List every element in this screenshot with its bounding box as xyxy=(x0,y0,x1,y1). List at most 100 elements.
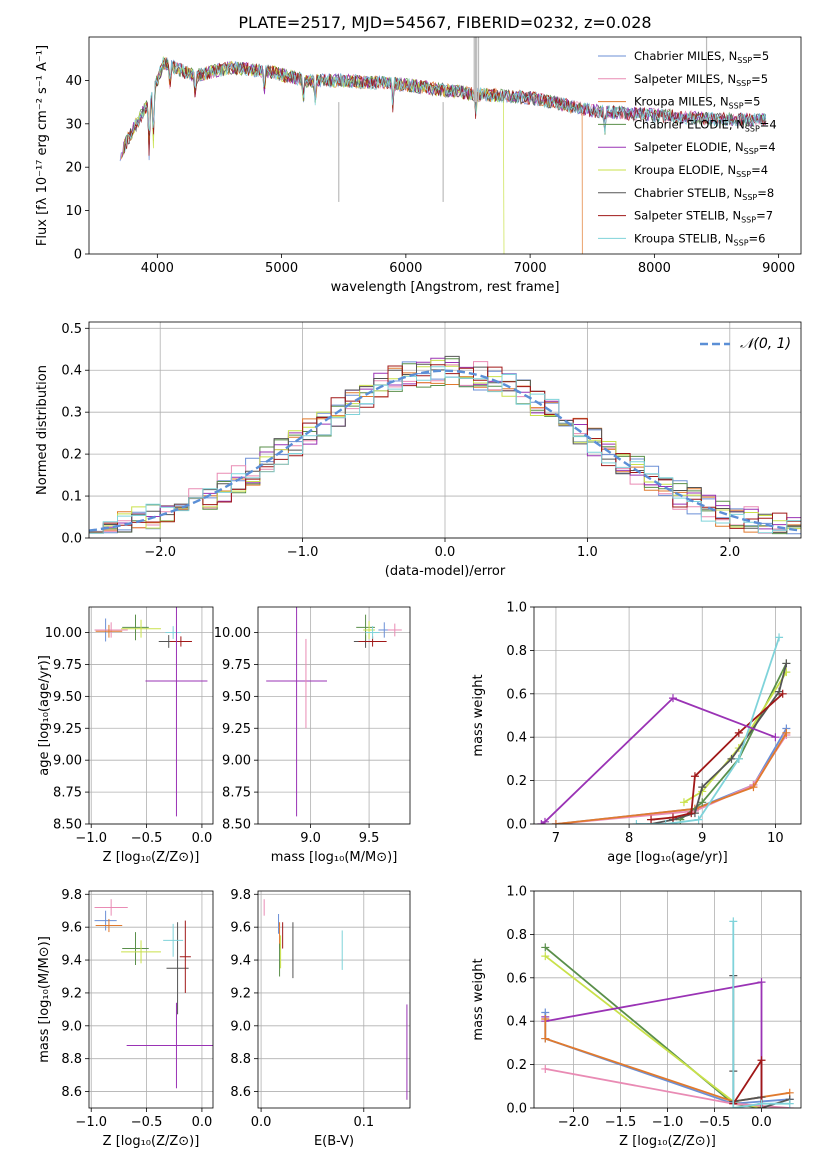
legend-entry-salpeter_miles: Salpeter MILES, NSSP=5 xyxy=(634,72,768,88)
y-tick-label: 9.2 xyxy=(230,986,251,1001)
x-tick-label: 7000 xyxy=(514,261,547,276)
legend-label: Kroupa ELODIE, N xyxy=(634,163,736,177)
panel-mass_vs_ebv: 0.0 0.1 8.6 8.8 9.0 9.2 9.4 9.6 9.8 E(B-V) xyxy=(230,888,411,1149)
legend-entry-kroupa_miles: Kroupa MILES, NSSP=5 xyxy=(634,95,760,111)
weight-marker-kroupa_miles xyxy=(551,820,560,824)
y-tick-label: 9.6 xyxy=(61,921,82,936)
y-tick-label: 1.0 xyxy=(506,885,527,900)
x-tick-label: −1.0 xyxy=(652,1115,684,1130)
panel-residuals: −2.0 −1.0 0.0 1.0 2.0 0.0 0.1 0.2 0.3 0.4 0.5 (data… xyxy=(35,321,802,579)
y-tick-label: 0 xyxy=(74,248,82,263)
weight-marker-salpeter_elodie xyxy=(757,978,766,987)
x-axis-label: Z [log₁₀(Z/Z⊙)] xyxy=(619,1134,716,1149)
y-tick-label: 0.1 xyxy=(61,490,82,505)
weight-marker-chabrier_stelib xyxy=(698,783,707,792)
x-tick-label: 0.0 xyxy=(751,1115,772,1130)
legend-subscript: SSP xyxy=(745,124,760,133)
weight-marker-kroupa_miles xyxy=(541,1034,550,1043)
histogram-chabrier_stelib xyxy=(89,355,801,534)
x-tick-label: 0.1 xyxy=(353,1115,374,1130)
x-tick-label: 9.5 xyxy=(359,831,380,846)
histogram-chabrier_elodie xyxy=(89,358,801,535)
weight-marker-kroupa_stelib xyxy=(775,633,784,642)
weight-marker-salpeter_stelib xyxy=(647,815,656,824)
legend-entry-chabrier_elodie: Chabrier ELODIE, NSSP=4 xyxy=(634,117,777,133)
y-axis-label: age [log₁₀(age/yr)] xyxy=(37,655,52,776)
y-tick-label: 0.3 xyxy=(61,406,82,421)
y-tick-label: 8.50 xyxy=(53,818,82,833)
legend-entry-chabrier_stelib: Chabrier STELIB, NSSP=8 xyxy=(634,186,774,202)
weight-marker-salpeter_stelib xyxy=(757,1056,766,1065)
weight-marker-chabrier_elodie xyxy=(541,943,550,952)
plot-area-residuals xyxy=(89,355,801,535)
x-tick-label: 9.0 xyxy=(300,831,321,846)
legend-subscript: SSP xyxy=(736,170,751,179)
y-tick-label: 8.75 xyxy=(222,786,251,801)
panel-age_vs_mass: 9.0 9.5 8.50 8.75 9.00 9.25 9.50 9.75 10.00 mass … xyxy=(214,606,411,865)
x-axis-label: Z [log₁₀(Z/Z⊙)] xyxy=(103,1134,200,1149)
legend-subscript: SSP xyxy=(736,79,751,88)
plot-area-weight_vs_Z xyxy=(541,917,794,1108)
y-tick-label: 40 xyxy=(65,74,82,89)
y-tick-label: 8.6 xyxy=(61,1085,82,1100)
weight-marker-chabrier_stelib xyxy=(727,754,736,763)
weight-marker-kroupa_miles xyxy=(782,728,791,737)
weight-marker-salpeter_stelib xyxy=(690,772,699,781)
legend-label: Chabrier ELODIE, N xyxy=(634,117,745,131)
y-tick-label: 9.8 xyxy=(61,888,82,903)
y-tick-label: 9.50 xyxy=(53,690,82,705)
plot-area-mass_vs_Z xyxy=(94,899,213,1089)
y-tick-label: 0.8 xyxy=(506,644,527,659)
weight-line-chabrier_miles xyxy=(555,728,788,824)
legend-label: Kroupa STELIB, N xyxy=(634,231,734,245)
legend-subscript: SSP xyxy=(742,193,757,202)
y-tick-label: 9.4 xyxy=(61,954,82,969)
y-tick-label: 10.00 xyxy=(45,626,82,641)
spectrum-line-kroupa_stelib xyxy=(124,56,767,152)
y-tick-label: 1.0 xyxy=(506,601,527,616)
x-tick-label: 10 xyxy=(767,831,784,846)
y-tick-label: 0.6 xyxy=(506,687,527,702)
x-tick-label: 0.0 xyxy=(192,1115,213,1130)
x-tick-label: −0.5 xyxy=(131,831,163,846)
x-tick-label: −2.0 xyxy=(558,1115,590,1130)
axes-frame xyxy=(88,890,214,1109)
plot-area-age_vs_Z xyxy=(94,607,208,817)
legend-label: Salpeter MILES, N xyxy=(634,72,736,86)
x-tick-label: −1.0 xyxy=(75,831,107,846)
plot-area-weight_vs_age xyxy=(537,633,791,824)
y-tick-label: 9.0 xyxy=(61,1019,82,1034)
weight-line-chabrier_elodie xyxy=(679,662,788,821)
legend-label: Chabrier STELIB, N xyxy=(634,186,742,200)
x-tick-label: 5000 xyxy=(265,261,298,276)
plot-area-mass_vs_ebv xyxy=(263,899,408,1100)
spectrum-line-salpeter_stelib xyxy=(124,58,766,156)
y-tick-label: 20 xyxy=(65,161,82,176)
weight-marker-kroupa_elodie xyxy=(541,952,550,961)
legend-subscript: SSP xyxy=(729,102,744,111)
weight-line-kroupa_elodie xyxy=(544,955,762,1108)
weight-marker-kroupa_stelib xyxy=(729,917,738,926)
y-tick-label: 9.00 xyxy=(53,754,82,769)
weight-marker-kroupa_elodie xyxy=(679,798,688,807)
y-tick-label: 9.25 xyxy=(222,722,251,737)
plot-area-spectrum xyxy=(119,37,767,254)
y-axis-label: mass weight xyxy=(471,674,486,756)
y-tick-label: 8.75 xyxy=(53,786,82,801)
panel-weight_vs_age: 7 8 9 10 0.0 0.2 0.4 0.6 0.8 1.0 age [log₁₀(age/yr… xyxy=(471,601,802,865)
legend-entry-kroupa_stelib: Kroupa STELIB, NSSP=6 xyxy=(634,231,765,247)
y-tick-label: 0.0 xyxy=(506,818,527,833)
x-axis-label: age [log₁₀(age/yr)] xyxy=(607,850,728,865)
y-axis-label: Flux [fλ 10⁻¹⁷ erg cm⁻² s⁻¹ A⁻¹] xyxy=(35,45,50,246)
x-tick-label: 9000 xyxy=(762,261,795,276)
y-tick-label: 8.6 xyxy=(230,1085,251,1100)
weight-marker-kroupa_stelib xyxy=(632,820,641,824)
y-tick-label: 9.50 xyxy=(222,690,251,705)
x-tick-label: −0.5 xyxy=(699,1115,731,1130)
y-tick-label: 9.8 xyxy=(230,888,251,903)
x-tick-label: 1.0 xyxy=(577,545,598,560)
x-tick-label: −1.0 xyxy=(287,545,319,560)
y-tick-label: 8.8 xyxy=(61,1052,82,1067)
y-tick-label: 9.6 xyxy=(230,921,251,936)
